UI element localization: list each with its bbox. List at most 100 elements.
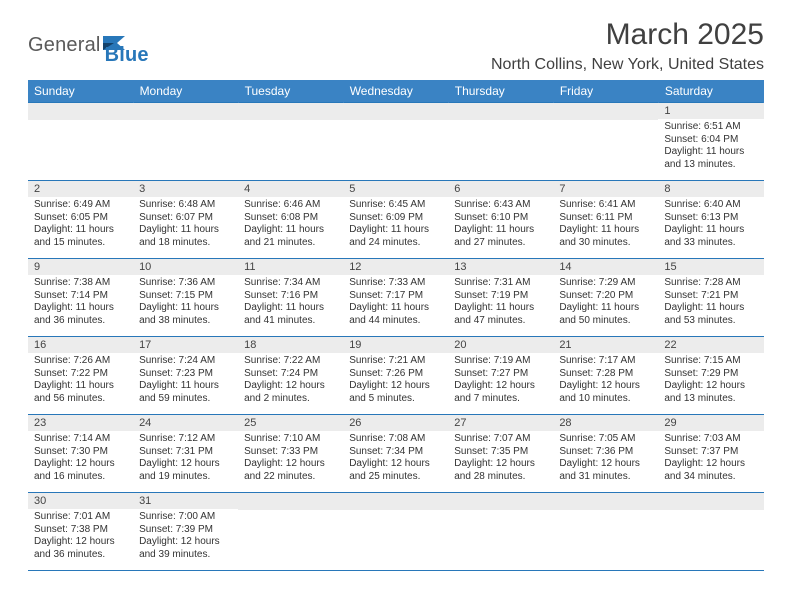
day-info-line: and 30 minutes. <box>559 237 652 250</box>
day-info-line: Sunrise: 7:01 AM <box>34 511 127 524</box>
day-info-line: Sunset: 7:39 PM <box>139 524 232 537</box>
day-info-line: and 13 minutes. <box>664 393 757 406</box>
day-number: 31 <box>133 493 238 509</box>
day-info-line: Sunrise: 7:03 AM <box>664 433 757 446</box>
day-number: 10 <box>133 259 238 275</box>
day-info-line: Sunset: 7:26 PM <box>349 368 442 381</box>
day-info-line: Sunset: 7:34 PM <box>349 446 442 459</box>
empty-day <box>553 493 658 510</box>
calendar-day-cell: 30Sunrise: 7:01 AMSunset: 7:38 PMDayligh… <box>28 493 133 571</box>
day-info-line: Sunrise: 6:43 AM <box>454 199 547 212</box>
calendar-day-cell <box>553 493 658 571</box>
weekday-header: Thursday <box>448 80 553 103</box>
day-info: Sunrise: 7:29 AMSunset: 7:20 PMDaylight:… <box>553 275 658 331</box>
day-info-line: Daylight: 11 hours <box>664 146 757 159</box>
calendar-day-cell: 6Sunrise: 6:43 AMSunset: 6:10 PMDaylight… <box>448 181 553 259</box>
day-info-line: Sunrise: 7:10 AM <box>244 433 337 446</box>
day-info: Sunrise: 7:26 AMSunset: 7:22 PMDaylight:… <box>28 353 133 409</box>
calendar-day-cell: 27Sunrise: 7:07 AMSunset: 7:35 PMDayligh… <box>448 415 553 493</box>
day-info-line: Daylight: 12 hours <box>139 458 232 471</box>
day-info: Sunrise: 7:22 AMSunset: 7:24 PMDaylight:… <box>238 353 343 409</box>
day-info-line: Sunrise: 7:26 AM <box>34 355 127 368</box>
day-number: 2 <box>28 181 133 197</box>
day-info-line: Sunset: 7:35 PM <box>454 446 547 459</box>
calendar-table: SundayMondayTuesdayWednesdayThursdayFrid… <box>28 80 764 571</box>
calendar-day-cell <box>448 103 553 181</box>
day-info-line: and 15 minutes. <box>34 237 127 250</box>
day-info-line: Sunset: 7:16 PM <box>244 290 337 303</box>
day-info: Sunrise: 6:49 AMSunset: 6:05 PMDaylight:… <box>28 197 133 253</box>
day-info-line: Daylight: 12 hours <box>34 458 127 471</box>
day-info-line: and 41 minutes. <box>244 315 337 328</box>
empty-day <box>133 103 238 120</box>
calendar-week-row: 16Sunrise: 7:26 AMSunset: 7:22 PMDayligh… <box>28 337 764 415</box>
day-info: Sunrise: 7:10 AMSunset: 7:33 PMDaylight:… <box>238 431 343 487</box>
day-info-line: Sunrise: 6:40 AM <box>664 199 757 212</box>
day-number: 17 <box>133 337 238 353</box>
day-info-line: and 53 minutes. <box>664 315 757 328</box>
calendar-day-cell: 14Sunrise: 7:29 AMSunset: 7:20 PMDayligh… <box>553 259 658 337</box>
day-info-line: Daylight: 11 hours <box>664 224 757 237</box>
day-info-line: and 2 minutes. <box>244 393 337 406</box>
day-info: Sunrise: 7:12 AMSunset: 7:31 PMDaylight:… <box>133 431 238 487</box>
day-info-line: Sunset: 7:27 PM <box>454 368 547 381</box>
day-info-line: Sunset: 7:38 PM <box>34 524 127 537</box>
day-info-line: Daylight: 11 hours <box>139 380 232 393</box>
calendar-day-cell <box>343 493 448 571</box>
calendar-day-cell: 5Sunrise: 6:45 AMSunset: 6:09 PMDaylight… <box>343 181 448 259</box>
calendar-day-cell: 3Sunrise: 6:48 AMSunset: 6:07 PMDaylight… <box>133 181 238 259</box>
day-info-line: Sunset: 7:28 PM <box>559 368 652 381</box>
day-info-line: Daylight: 12 hours <box>349 458 442 471</box>
calendar-day-cell: 18Sunrise: 7:22 AMSunset: 7:24 PMDayligh… <box>238 337 343 415</box>
day-info-line: Daylight: 12 hours <box>34 536 127 549</box>
day-info-line: Sunrise: 7:22 AM <box>244 355 337 368</box>
day-info-line: and 44 minutes. <box>349 315 442 328</box>
day-info: Sunrise: 6:40 AMSunset: 6:13 PMDaylight:… <box>658 197 763 253</box>
day-info-line: and 13 minutes. <box>664 159 757 172</box>
day-number: 29 <box>658 415 763 431</box>
day-number: 21 <box>553 337 658 353</box>
day-info-line: Daylight: 11 hours <box>454 302 547 315</box>
day-info-line: and 10 minutes. <box>559 393 652 406</box>
calendar-day-cell: 9Sunrise: 7:38 AMSunset: 7:14 PMDaylight… <box>28 259 133 337</box>
day-info-line: Sunrise: 6:51 AM <box>664 121 757 134</box>
calendar-day-cell: 10Sunrise: 7:36 AMSunset: 7:15 PMDayligh… <box>133 259 238 337</box>
day-info-line: and 36 minutes. <box>34 315 127 328</box>
calendar-day-cell: 31Sunrise: 7:00 AMSunset: 7:39 PMDayligh… <box>133 493 238 571</box>
day-info-line: Sunset: 6:04 PM <box>664 134 757 147</box>
day-info-line: Sunrise: 7:19 AM <box>454 355 547 368</box>
calendar-day-cell: 20Sunrise: 7:19 AMSunset: 7:27 PMDayligh… <box>448 337 553 415</box>
day-number: 4 <box>238 181 343 197</box>
day-info-line: Sunset: 6:13 PM <box>664 212 757 225</box>
calendar-day-cell: 17Sunrise: 7:24 AMSunset: 7:23 PMDayligh… <box>133 337 238 415</box>
day-info: Sunrise: 7:21 AMSunset: 7:26 PMDaylight:… <box>343 353 448 409</box>
day-number: 18 <box>238 337 343 353</box>
day-info: Sunrise: 6:46 AMSunset: 6:08 PMDaylight:… <box>238 197 343 253</box>
calendar-day-cell: 2Sunrise: 6:49 AMSunset: 6:05 PMDaylight… <box>28 181 133 259</box>
day-info-line: Daylight: 12 hours <box>139 536 232 549</box>
day-info: Sunrise: 7:08 AMSunset: 7:34 PMDaylight:… <box>343 431 448 487</box>
day-info-line: Sunset: 7:30 PM <box>34 446 127 459</box>
day-number: 28 <box>553 415 658 431</box>
day-info: Sunrise: 7:36 AMSunset: 7:15 PMDaylight:… <box>133 275 238 331</box>
calendar-day-cell <box>238 493 343 571</box>
calendar-day-cell: 24Sunrise: 7:12 AMSunset: 7:31 PMDayligh… <box>133 415 238 493</box>
day-info-line: and 25 minutes. <box>349 471 442 484</box>
day-info-line: Daylight: 11 hours <box>349 302 442 315</box>
day-info-line: Sunrise: 7:07 AM <box>454 433 547 446</box>
day-number: 7 <box>553 181 658 197</box>
calendar-day-cell: 19Sunrise: 7:21 AMSunset: 7:26 PMDayligh… <box>343 337 448 415</box>
day-number: 24 <box>133 415 238 431</box>
day-info-line: Sunset: 7:31 PM <box>139 446 232 459</box>
day-info: Sunrise: 6:45 AMSunset: 6:09 PMDaylight:… <box>343 197 448 253</box>
day-info-line: Daylight: 11 hours <box>664 302 757 315</box>
day-info-line: Sunset: 6:08 PM <box>244 212 337 225</box>
day-info-line: Daylight: 11 hours <box>244 224 337 237</box>
day-info-line: Sunrise: 7:36 AM <box>139 277 232 290</box>
day-info-line: and 5 minutes. <box>349 393 442 406</box>
day-info-line: Sunset: 7:37 PM <box>664 446 757 459</box>
title-block: March 2025 North Collins, New York, Unit… <box>491 18 764 74</box>
empty-day <box>28 103 133 120</box>
day-info: Sunrise: 6:41 AMSunset: 6:11 PMDaylight:… <box>553 197 658 253</box>
calendar-day-cell <box>553 103 658 181</box>
